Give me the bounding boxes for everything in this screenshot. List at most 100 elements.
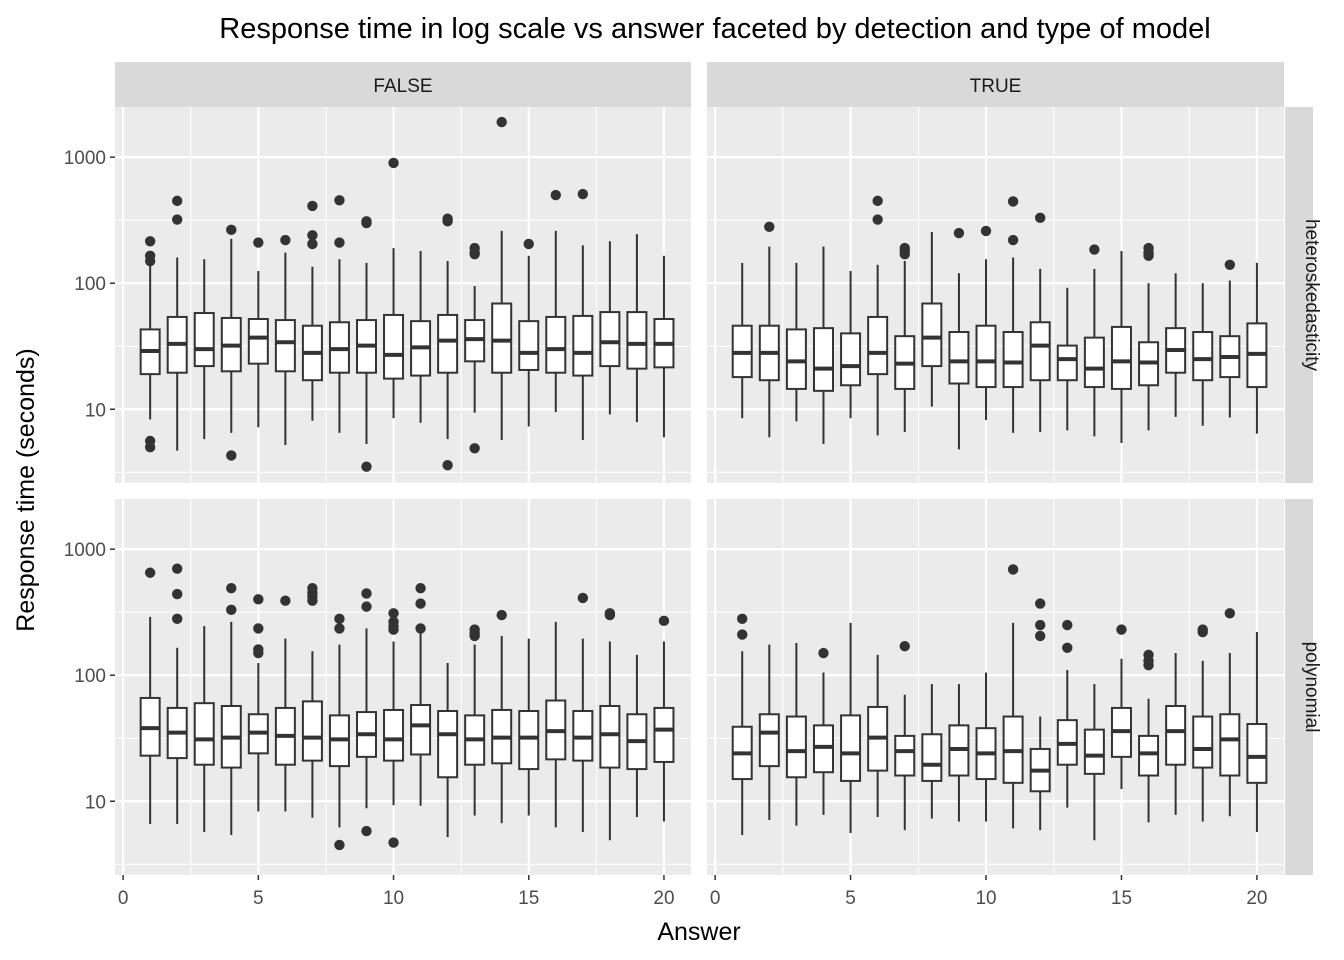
outlier-point: [1034, 212, 1046, 224]
box-answer-18: [599, 608, 621, 841]
box-answer-2: [758, 221, 780, 438]
outlier-point: [226, 604, 237, 616]
box-answer-15: [518, 238, 540, 427]
outlier-point: [171, 588, 183, 600]
box-answer-4: [220, 583, 242, 835]
x-tick-label: 20: [653, 888, 674, 909]
y-axis-title: Response time (seconds): [12, 348, 40, 631]
facet-grid: 10 100 1000 10 100 1000 0 5 10 15 20 0 5 10 15 20 FALSE T…: [64, 62, 1322, 909]
iqr-box: [1083, 728, 1105, 775]
box-answer-19: [626, 654, 648, 818]
iqr-box: [437, 710, 459, 779]
y-tick-label: 10: [85, 792, 106, 813]
box-answer-6: [867, 654, 889, 818]
box-answer-3: [193, 259, 215, 440]
y-tick-label: 1000: [64, 148, 106, 169]
outlier-point: [469, 624, 480, 635]
x-tick-label: 10: [975, 888, 996, 909]
box-answer-13: [464, 242, 486, 454]
strip-col-label: FALSE: [373, 76, 432, 97]
iqr-box: [1056, 344, 1078, 382]
panel-false-polynomial: 10 100 1000 0 5 10 15 20: [64, 499, 691, 909]
panel-true-heteroskedasticity: [707, 107, 1284, 483]
x-tick-label: 10: [383, 888, 404, 909]
iqr-box: [1219, 713, 1241, 777]
outlier-point: [1007, 564, 1019, 575]
iqr-box: [626, 311, 648, 370]
iqr-box: [785, 715, 807, 779]
outlier-point: [953, 227, 965, 239]
outlier-point: [523, 238, 534, 250]
outlier-point: [1116, 624, 1127, 635]
box-answer-13: [464, 624, 486, 816]
outlier-point: [496, 609, 507, 621]
box-answer-1: [731, 262, 753, 419]
box-answer-14: [1083, 244, 1105, 437]
panel-false-heteroskedasticity: 10 100 1000: [64, 107, 691, 483]
box-answer-19: [1219, 608, 1241, 817]
outlier-point: [171, 214, 183, 225]
outlier-point: [469, 242, 480, 254]
box-answer-5: [840, 622, 862, 833]
box-answer-16: [1138, 242, 1160, 431]
box-answer-9: [948, 227, 970, 450]
box-answer-7: [301, 200, 323, 421]
x-tick-label: 5: [845, 888, 856, 909]
x-tick-label: 15: [518, 888, 539, 909]
box-answer-6: [867, 195, 889, 436]
iqr-box: [383, 313, 405, 380]
box-answer-3: [193, 626, 215, 833]
chart-title: Response time in log scale vs answer fac…: [219, 13, 1210, 45]
outlier-point: [415, 598, 426, 609]
iqr-box: [1192, 331, 1214, 382]
x-tick-label: 0: [710, 888, 721, 909]
outlier-point: [144, 236, 156, 247]
box-answer-20: [653, 615, 675, 822]
outlier-point: [737, 629, 748, 640]
iqr-box: [948, 331, 970, 385]
outlier-point: [1007, 234, 1019, 246]
iqr-box: [894, 734, 916, 777]
outlier-point: [171, 195, 183, 207]
box-answer-11: [1002, 196, 1024, 433]
outlier-point: [144, 250, 156, 261]
box-answer-19: [1219, 259, 1241, 418]
strip-col-label: TRUE: [970, 76, 1022, 97]
box-answer-18: [599, 241, 621, 415]
iqr-box: [193, 702, 215, 766]
box-answer-9: [355, 216, 377, 472]
box-answer-17: [572, 592, 594, 833]
outlier-point: [226, 450, 237, 461]
box-answer-14: [1083, 684, 1105, 841]
iqr-box: [545, 315, 567, 374]
outlier-point: [469, 443, 480, 454]
outlier-point: [388, 837, 399, 848]
x-tick-label: 5: [253, 888, 264, 909]
panel-background: [115, 107, 691, 483]
outlier-point: [1143, 649, 1154, 661]
box-answer-15: [1110, 624, 1132, 790]
outlier-point: [253, 623, 264, 634]
box-answer-12: [1029, 598, 1051, 831]
box-answer-2: [166, 563, 188, 825]
box-answer-9: [355, 588, 377, 837]
outlier-point: [253, 237, 264, 248]
strip-col-false: [115, 62, 691, 107]
outlier-point: [1197, 624, 1208, 635]
box-answer-2: [758, 644, 780, 821]
box-answer-8: [921, 684, 943, 819]
outlier-point: [253, 644, 264, 655]
outlier-point: [361, 461, 372, 472]
outlier-point: [334, 839, 345, 851]
outlier-point: [442, 213, 453, 224]
outlier-point: [388, 157, 399, 169]
box-answer-7: [301, 583, 323, 818]
panel-true-polynomial: 0 5 10 15 20: [707, 499, 1284, 909]
outlier-point: [415, 583, 426, 594]
box-answer-11: [410, 251, 432, 423]
box-answer-1: [139, 567, 161, 825]
outlier-point: [388, 616, 399, 628]
iqr-box: [518, 320, 540, 371]
box-answer-15: [518, 638, 540, 816]
box-answer-20: [653, 255, 675, 438]
